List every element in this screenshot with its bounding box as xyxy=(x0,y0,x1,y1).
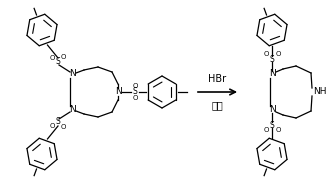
Text: S: S xyxy=(133,88,138,97)
Text: N: N xyxy=(269,105,275,114)
Text: HBr: HBr xyxy=(208,74,226,84)
Text: N: N xyxy=(69,70,75,79)
Text: O: O xyxy=(132,95,138,101)
Text: 丙酸: 丙酸 xyxy=(212,100,223,110)
Text: O: O xyxy=(263,51,269,57)
Text: S: S xyxy=(56,57,60,66)
Text: O: O xyxy=(263,127,269,133)
Text: S: S xyxy=(270,55,274,64)
Text: N: N xyxy=(69,105,75,114)
Text: S: S xyxy=(56,118,60,127)
Text: O: O xyxy=(60,124,66,130)
Text: O: O xyxy=(49,55,55,61)
Text: O: O xyxy=(49,123,55,129)
Text: O: O xyxy=(275,51,281,57)
Text: S: S xyxy=(270,121,274,129)
Text: O: O xyxy=(132,83,138,89)
Text: NH: NH xyxy=(313,88,327,97)
Text: N: N xyxy=(115,88,121,97)
Text: O: O xyxy=(275,127,281,133)
Text: N: N xyxy=(269,70,275,79)
Text: O: O xyxy=(60,54,66,60)
